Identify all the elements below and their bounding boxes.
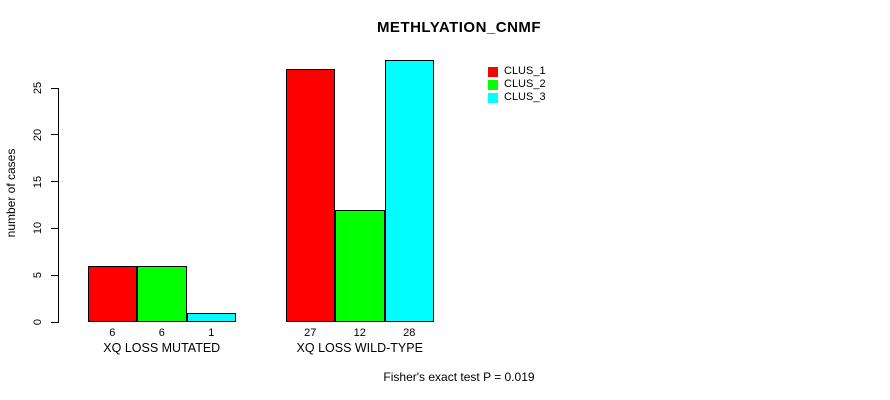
y-tick-label: 15 bbox=[32, 175, 44, 188]
y-tick-label: 10 bbox=[32, 222, 44, 235]
legend-label: CLUS_1 bbox=[504, 65, 546, 77]
annotation-text: Fisher's exact test P = 0.019 bbox=[383, 370, 535, 384]
bar-value-label: 27 bbox=[304, 327, 317, 339]
bar-value-label: 28 bbox=[403, 327, 416, 339]
legend-label: CLUS_3 bbox=[504, 91, 546, 103]
legend-swatch-clus_2 bbox=[488, 79, 498, 90]
x-category-label: XQ LOSS WILD-TYPE bbox=[296, 341, 423, 355]
bar-value-label: 6 bbox=[109, 327, 116, 339]
legend: CLUS_1 CLUS_2 CLUS_3 bbox=[488, 65, 546, 104]
y-tick-mark bbox=[51, 181, 58, 183]
y-axis-line bbox=[58, 88, 59, 323]
legend-row-clus_1: CLUS_1 bbox=[488, 65, 546, 78]
y-tick-mark bbox=[51, 134, 58, 136]
y-tick-mark bbox=[51, 227, 58, 229]
bar-clus_2-group2 bbox=[335, 209, 385, 322]
bar-clus_1-group2 bbox=[285, 69, 335, 322]
bar-value-label: 12 bbox=[353, 327, 366, 339]
y-tick-label: 0 bbox=[32, 318, 44, 326]
bar-value-label: 6 bbox=[158, 327, 165, 339]
y-tick-mark bbox=[51, 87, 58, 89]
x-category-label: XQ LOSS MUTATED bbox=[103, 341, 221, 355]
y-axis-label: number of cases bbox=[4, 148, 18, 238]
legend-swatch-clus_3 bbox=[488, 92, 498, 103]
bar-clus_1-group1 bbox=[87, 265, 137, 322]
legend-row-clus_3: CLUS_3 bbox=[488, 91, 546, 104]
y-tick-mark bbox=[51, 274, 58, 276]
chart-title: METHLYATION_CNMF bbox=[376, 19, 542, 36]
legend-label: CLUS_2 bbox=[504, 78, 546, 90]
y-tick-mark bbox=[51, 321, 58, 323]
bar-value-label: 1 bbox=[208, 327, 215, 339]
bar-clus_2-group1 bbox=[137, 265, 187, 322]
legend-swatch-clus_1 bbox=[488, 66, 498, 77]
bar-clus_3-group1 bbox=[186, 312, 236, 322]
y-tick-label: 25 bbox=[32, 81, 44, 95]
y-tick-label: 5 bbox=[32, 272, 44, 279]
y-tick-label: 20 bbox=[32, 128, 44, 141]
bar-clus_3-group2 bbox=[384, 59, 434, 322]
legend-row-clus_2: CLUS_2 bbox=[488, 78, 546, 91]
